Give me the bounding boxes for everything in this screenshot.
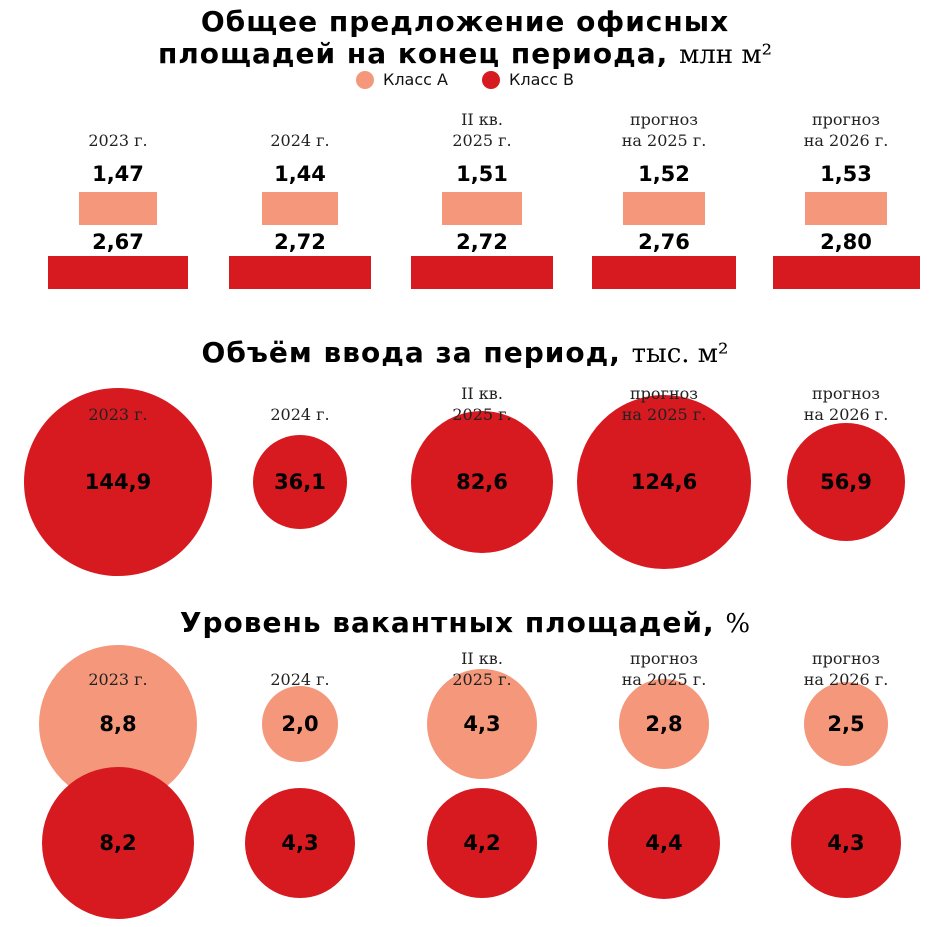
supply-class-b-bar — [410, 256, 554, 289]
vacancy-class-a-value: 2,5 — [827, 711, 865, 736]
vacancy-period-label: прогноз на 2025 г. — [621, 649, 707, 689]
legend-swatch-class-a — [355, 70, 374, 89]
vacancy-class-b-value: 4,4 — [645, 830, 683, 855]
vacancy-period-label: II кв. 2025 г. — [452, 649, 512, 689]
vacancy-class-b-bubble: 4,4 — [607, 786, 720, 899]
supply-class-a-bar — [78, 192, 158, 225]
supply-class-a-bar — [623, 192, 705, 225]
commissioning-period-label: прогноз на 2026 г. — [803, 384, 889, 424]
commissioning-period-label: 2024 г. — [270, 405, 330, 424]
vacancy-class-a-value: 4,3 — [463, 711, 501, 736]
vacancy-class-a-bubble: 2,8 — [619, 679, 709, 769]
vacancy-class-b-bubble: 4,2 — [427, 788, 537, 898]
vacancy-class-a-bubble: 4,3 — [426, 668, 538, 780]
vacancy-period-label: прогноз на 2026 г. — [803, 649, 889, 689]
supply-title-line2: площадей на конец периода, млн м² — [0, 38, 930, 71]
vacancy-class-a-value: 2,0 — [281, 711, 319, 736]
vacancy-period-label: 2024 г. — [270, 670, 330, 689]
vacancy-class-b-value: 8,2 — [99, 830, 137, 855]
vacancy-class-a-bubble: 2,5 — [803, 681, 889, 767]
legend-item-class-a: Класс А — [355, 70, 448, 89]
supply-period-label: прогноз на 2026 г. — [803, 110, 889, 150]
legend: Класс А Класс В — [0, 70, 930, 89]
supply-class-b-bar — [591, 256, 737, 289]
supply-period-label: 2024 г. — [270, 131, 330, 150]
supply-class-a-bar — [805, 192, 887, 225]
supply-class-a-value: 1,52 — [638, 162, 690, 186]
commissioning-value: 82,6 — [456, 469, 508, 494]
supply-class-b-bar — [47, 256, 189, 289]
supply-unit: млн м² — [679, 40, 773, 70]
vacancy-class-a-value: 8,8 — [99, 711, 137, 736]
supply-class-b-value: 2,72 — [274, 230, 326, 254]
commissioning-bubble: 82,6 — [411, 411, 553, 553]
legend-label-class-b: Класс В — [508, 70, 575, 89]
supply-class-a-value: 1,53 — [820, 162, 872, 186]
commissioning-bubble: 36,1 — [253, 435, 347, 529]
commissioning-period-label: II кв. 2025 г. — [452, 384, 512, 424]
supply-class-b-bar — [772, 256, 920, 289]
commissioning-value: 56,9 — [820, 469, 872, 494]
vacancy-class-a-bubble: 2,0 — [262, 686, 338, 762]
vacancy-title-text: Уровень вакантных площадей, — [179, 606, 715, 639]
commissioning-value: 144,9 — [84, 469, 152, 494]
supply-class-b-value: 2,72 — [456, 230, 508, 254]
supply-class-a-bar — [261, 192, 339, 225]
legend-label-class-a: Класс А — [382, 70, 448, 89]
commissioning-period-label: прогноз на 2025 г. — [621, 384, 707, 424]
commissioning-value: 36,1 — [274, 469, 326, 494]
supply-class-a-value: 1,47 — [92, 162, 144, 186]
supply-period-label: II кв. 2025 г. — [452, 110, 512, 150]
vacancy-class-b-bubble: 4,3 — [244, 787, 356, 899]
vacancy-class-b-value: 4,2 — [463, 830, 501, 855]
supply-title: Общее предложение офисных площадей на ко… — [0, 6, 930, 71]
vacancy-class-b-value: 4,3 — [281, 830, 319, 855]
supply-class-a-bar — [441, 192, 523, 225]
supply-period-label: 2023 г. — [88, 131, 148, 150]
commissioning-bubble: 124,6 — [576, 394, 752, 570]
supply-class-a-value: 1,51 — [456, 162, 508, 186]
commissioning-title-text: Объём ввода за период, — [201, 336, 621, 369]
supply-title-line1: Общее предложение офисных — [200, 5, 730, 38]
vacancy-title: Уровень вакантных площадей, % — [0, 607, 930, 640]
vacancy-class-b-bubble: 8,2 — [41, 766, 195, 920]
commissioning-value: 124,6 — [630, 469, 698, 494]
vacancy-period-label: 2023 г. — [88, 670, 148, 689]
supply-class-a-value: 1,44 — [274, 162, 326, 186]
legend-swatch-class-b — [481, 70, 500, 89]
vacancy-class-b-bubble: 4,3 — [790, 787, 902, 899]
legend-item-class-b: Класс В — [481, 70, 575, 89]
commissioning-unit: тыс. м² — [631, 339, 729, 369]
vacancy-class-a-value: 2,8 — [645, 711, 683, 736]
supply-title-line2-text: площадей на конец периода, — [157, 37, 669, 70]
commissioning-title: Объём ввода за период, тыс. м² — [0, 337, 930, 370]
commissioning-period-label: 2023 г. — [88, 405, 148, 424]
supply-class-b-value: 2,76 — [638, 230, 690, 254]
commissioning-bubble: 56,9 — [787, 423, 905, 541]
vacancy-class-b-value: 4,3 — [827, 830, 865, 855]
vacancy-unit: % — [725, 609, 751, 639]
supply-period-label: прогноз на 2025 г. — [621, 110, 707, 150]
commissioning-bubble: 144,9 — [24, 388, 212, 576]
supply-class-b-bar — [228, 256, 372, 289]
supply-class-b-value: 2,67 — [92, 230, 144, 254]
supply-class-b-value: 2,80 — [820, 230, 872, 254]
